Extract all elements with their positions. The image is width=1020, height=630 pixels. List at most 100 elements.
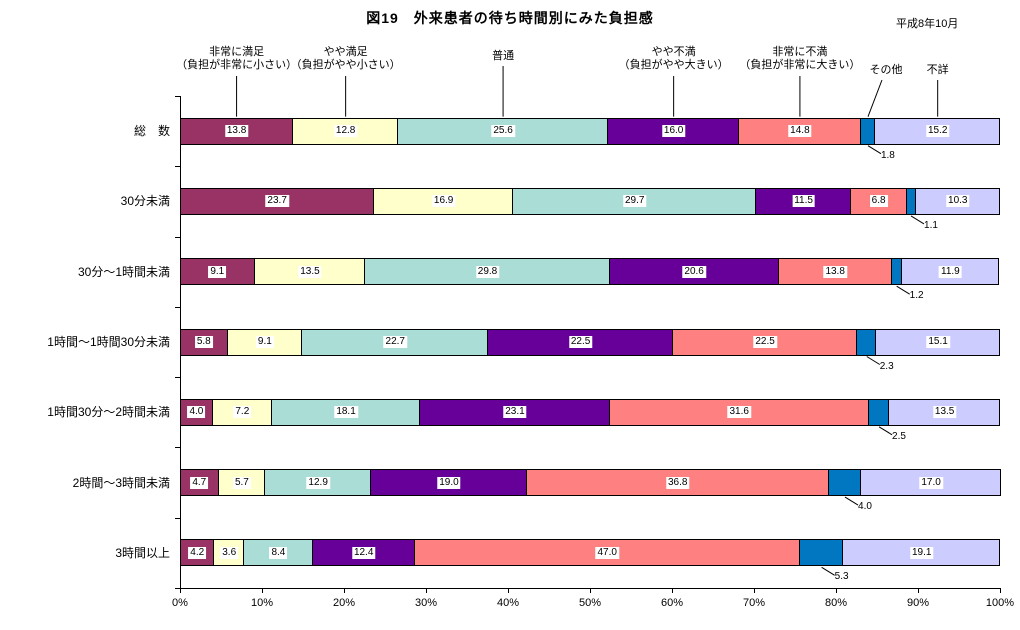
x-tick-label: 90% [906,597,930,609]
y-tick [175,166,180,168]
legend-label: 不詳 [927,64,949,77]
x-tick [590,588,591,593]
chart-title: 図19 外来患者の待ち時間別にみた負担感 [366,10,654,26]
bar-segment [828,469,862,497]
bar-segment [799,539,844,567]
segment-value-label: 6.8 [869,195,888,208]
category-label: 30分未満 [120,194,170,209]
segment-value-label: 19.0 [437,476,461,489]
segment-value-label: 16.9 [431,195,456,208]
callout-value-label: 1.2 [908,290,925,303]
segment-value-label: 4.7 [190,476,209,489]
segment-value-label: 29.8 [475,265,500,278]
y-tick [175,588,180,589]
legend-label-sub: （負担がやや大きい） [618,59,729,71]
x-tick-label: 30% [414,597,438,609]
bar-segment [218,469,266,497]
bar-segment [868,398,890,426]
bar-segment [860,117,876,145]
legend-label-name: やや満足 [323,46,368,58]
segment-value-label: 11.5 [792,195,815,208]
x-tick [1000,588,1001,593]
x-tick [836,588,837,593]
legend-label-name: やや不満 [651,46,696,58]
segment-value-label: 22.7 [383,336,407,348]
legend-label-sub: （負担がやや小さい） [290,59,401,71]
legend-label: 普通 [492,50,514,63]
x-tick-label: 60% [660,597,684,609]
x-tick [426,588,427,593]
x-tick-label: 10% [250,597,274,609]
callout-value-label: 5.3 [833,571,850,584]
segment-value-label: 11.9 [939,265,962,278]
segment-value-label: 3.6 [220,546,239,559]
legend-label-name: 非常に満足 [209,46,265,58]
category-label: 30分～1時間未満 [77,264,170,279]
x-tick [508,588,509,593]
segment-value-label: 22.5 [753,336,777,348]
x-tick [918,588,919,593]
segment-value-label: 9.1 [255,336,274,348]
segment-value-label: 25.6 [491,125,515,138]
legend-label-sub: （負担が非常に小さい） [176,59,298,71]
segment-value-label: 9.1 [208,265,227,278]
callout-value-label: 2.5 [891,430,907,443]
x-tick-label: 100% [985,597,1015,609]
bar-segment [212,398,272,426]
segment-value-label: 13.5 [932,406,957,419]
callout-value-label: 2.3 [878,360,895,373]
segment-value-label: 23.7 [265,195,289,208]
segment-value-label: 4.2 [188,546,207,559]
segment-value-label: 17.0 [919,476,943,489]
legend-label: その他 [869,64,902,77]
x-tick-label: 80% [824,597,848,609]
bar-segment [876,328,1000,356]
segment-value-label: 12.8 [333,125,358,138]
segment-value-label: 13.8 [224,125,249,138]
x-tick-label: 0% [172,597,188,609]
category-label: 2時間～3時間未満 [72,475,170,490]
x-tick [262,588,263,593]
y-tick [175,96,180,97]
segment-value-label: 13.5 [298,265,322,278]
legend-label: やや満足 （負担がやや小さい） [291,46,401,72]
segment-value-label: 12.9 [306,476,330,489]
y-tick [175,447,180,449]
legend-label: 非常に不満 （負担が非常に大きい） [739,46,860,72]
segment-value-label: 47.0 [595,546,619,559]
segment-value-label: 5.7 [232,476,251,489]
bar-segment [526,469,829,497]
bar-segment [857,328,877,356]
segment-value-label: 7.2 [233,406,252,419]
segment-value-label: 8.4 [269,546,288,559]
segment-value-label: 29.7 [622,195,647,208]
legend-label: やや不満 （負担がやや大きい） [619,46,729,72]
segment-value-label: 4.0 [187,406,206,419]
y-tick [175,236,180,238]
segment-value-label: 15.2 [925,125,950,138]
category-label: 総 数 [133,124,170,139]
x-tick [754,588,755,593]
category-label: 1時間～1時間30分未満 [47,335,170,349]
legend-label-name: 普通 [492,50,515,62]
x-tick-label: 20% [332,597,356,609]
x-tick-label: 50% [578,597,602,609]
segment-value-label: 14.8 [788,125,812,138]
category-label: 3時間以上 [115,545,170,560]
segment-value-label: 20.6 [682,265,706,278]
segment-value-label: 12.4 [351,546,376,559]
legend-label-sub: （負担が非常に大きい） [739,59,861,71]
legend-label-name: 不詳 [926,64,949,76]
segment-value-label: 10.3 [946,195,970,208]
bar-segment [906,187,916,215]
segment-value-label: 22.5 [568,336,593,348]
callout-value-label: 1.8 [879,149,896,162]
segment-value-label: 15.1 [926,336,950,348]
legend-label-name: 非常に不満 [772,46,828,58]
x-tick [672,588,673,593]
x-tick-label: 70% [742,597,766,609]
segment-value-label: 19.1 [909,546,934,559]
bar-segment [891,258,902,286]
